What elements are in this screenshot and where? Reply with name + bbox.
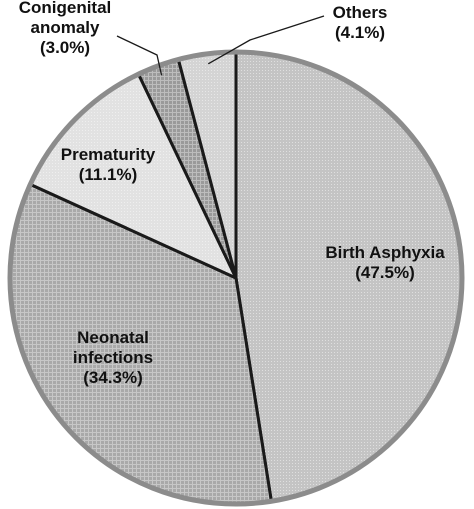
pie-label-name: Prematurity — [61, 145, 156, 164]
leader-line-others — [207, 15, 325, 65]
pie-label-name: Neonatal — [77, 328, 149, 347]
pie-label-neonatal-infections: Neonatal infections (34.3%) — [73, 328, 153, 387]
pie-label-others: Others (4.1%) — [333, 3, 388, 42]
pie-label-conigenital-anomaly: Conigenital anomaly (3.0%) — [19, 0, 112, 57]
pie-label-percent: (47.5%) — [355, 263, 415, 282]
pie-label-percent: (4.1%) — [335, 23, 385, 42]
pie-label-name: Conigenital — [19, 0, 112, 17]
pie-label-name: anomaly — [31, 18, 101, 37]
pie-label-percent: (34.3%) — [83, 368, 143, 387]
pie-label-name: Birth Asphyxia — [325, 243, 445, 262]
pie-label-name: infections — [73, 348, 153, 367]
pie-label-name: Others — [333, 3, 388, 22]
pie-slices — [7, 49, 465, 507]
pie-label-prematurity: Prematurity (11.1%) — [61, 145, 156, 184]
pie-slice-birth-asphyxia — [234, 50, 464, 503]
pie-label-birth-asphyxia: Birth Asphyxia (47.5%) — [325, 243, 445, 282]
leader-line-conigenital-anomaly — [116, 35, 163, 76]
pie-labels: Birth Asphyxia (47.5%)Neonatal infections(… — [19, 0, 445, 387]
pie-label-percent: (3.0%) — [40, 38, 90, 57]
pie-slice-texture — [234, 50, 464, 503]
pie-outline — [7, 49, 465, 507]
pie-label-percent: (11.1%) — [79, 165, 138, 184]
